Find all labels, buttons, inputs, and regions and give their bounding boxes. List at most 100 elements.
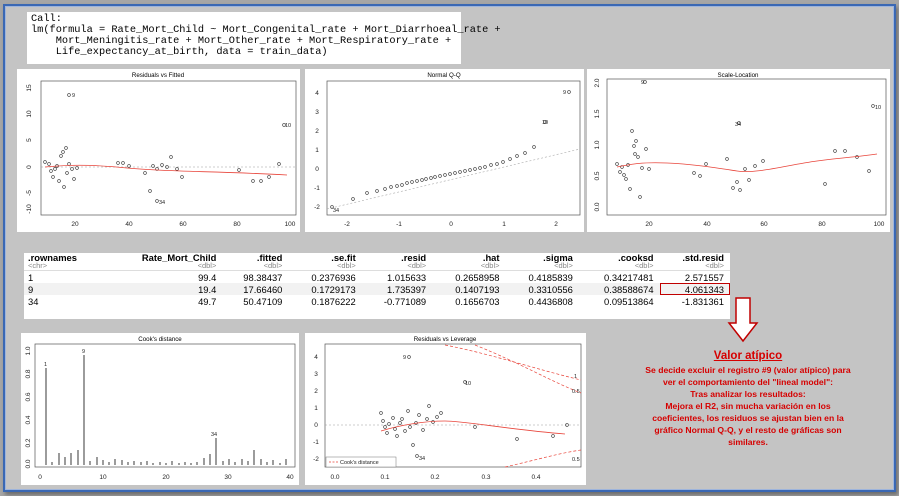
table-cell: 19.4 — [106, 283, 223, 295]
y-tick: -1 — [314, 185, 320, 192]
table-cell: 2.571557 — [684, 271, 724, 283]
table-cell: 0.2376936 — [311, 271, 356, 283]
column-header: .cooksd <dbl> — [618, 252, 654, 270]
table-cell: 0.2658958 — [455, 271, 500, 283]
table-cell: 34 — [28, 295, 39, 307]
table-cell: 0.09513864 — [604, 295, 654, 307]
table-cell: 0.1729173 — [288, 283, 362, 295]
y-tick: 1.0 — [594, 140, 601, 149]
qq-points — [330, 90, 571, 209]
down-arrow-icon — [727, 297, 759, 343]
x-tick: 20 — [71, 221, 79, 228]
table-cell: 0.3310556 — [505, 283, 579, 295]
note-title: Valor atípico — [713, 350, 783, 362]
y-tick: -2 — [314, 204, 320, 211]
contour-label: 1 — [574, 374, 577, 380]
y-tick: 0 — [315, 166, 319, 173]
cooks-contours — [444, 344, 582, 468]
table-cell: 1 — [28, 271, 34, 283]
y-tick: 1.5 — [594, 109, 601, 118]
x-tick: 1 — [502, 221, 506, 228]
leverage-points — [379, 355, 569, 458]
point-label: 10 — [875, 105, 881, 111]
plot-box — [606, 78, 887, 216]
table-cell: -0.771089 — [383, 295, 427, 307]
table-cell: 0.38588674 — [578, 283, 660, 295]
point-label: 34 — [419, 456, 425, 462]
y-tick: 2 — [315, 128, 319, 135]
y-tick: 0.5 — [594, 171, 601, 180]
column-header: .se.fit <dbl> — [331, 252, 356, 270]
y-tick: 1 — [314, 405, 318, 412]
note-line: Mejora el R2, sin mucha variación en los — [665, 401, 831, 411]
call-line: Mort_Meningitis_rate + Mort_Other_rate +… — [31, 35, 452, 47]
table-row: 1 99.4 98.38437 0.2376936 1.015633 0.265… — [24, 271, 730, 284]
table-cell: 1.735397 — [361, 283, 433, 295]
x-tick: -1 — [396, 221, 402, 228]
plot-box — [34, 343, 296, 468]
cooks-distance-plot: Cook's distance 0 10 20 30 40 1.0 0.8 0.… — [21, 333, 299, 485]
x-tick: 10 — [99, 474, 107, 481]
y-tick: 0.6 — [25, 392, 32, 401]
x-tick: 80 — [818, 221, 826, 228]
column-header: .resid <dbl> — [401, 252, 427, 270]
table-cell: 0.34217481 — [604, 271, 654, 283]
cooks-bars — [45, 355, 287, 465]
y-tick: 10 — [26, 110, 33, 118]
table-cell: 0.1407193 — [432, 283, 506, 295]
plot-title: Residuals vs Fitted — [132, 72, 185, 79]
point-label: 10 — [285, 123, 291, 129]
table-cell: 0.4185839 — [528, 271, 573, 283]
residuals-vs-fitted-plot: Residuals vs Fitted 20 40 60 80 100 15 1… — [17, 69, 300, 232]
plot-box — [324, 343, 582, 468]
augment-results-table: .rownames <chr> Rate_Mort_Child <dbl> .fit… — [24, 253, 730, 319]
plot-title: Cook's distance — [138, 336, 182, 343]
x-tick: 40 — [703, 221, 711, 228]
table-cell: 98.38437 — [243, 271, 283, 283]
y-tick: 0 — [26, 165, 33, 169]
smoother-line — [44, 164, 288, 176]
y-tick: -1 — [313, 439, 319, 446]
smoother-line — [380, 420, 566, 435]
point-label: 9 — [403, 355, 406, 361]
qq-reference-line — [326, 148, 581, 210]
note-line: Tras analizar los resultados: — [690, 389, 806, 399]
table-cell: 1.015633 — [387, 271, 427, 283]
y-tick: 2 — [314, 388, 318, 395]
table-header-row: .rownames <chr> Rate_Mort_Child <dbl> .fit… — [24, 253, 730, 271]
plot-legend: Cook's distance — [325, 456, 397, 468]
x-tick: 80 — [233, 221, 241, 228]
note-line: similares. — [728, 437, 768, 447]
point-label: 10 — [465, 381, 471, 387]
x-tick: 60 — [760, 221, 768, 228]
y-tick: 0.8 — [25, 369, 32, 378]
table-cell: 0.1656703 — [455, 295, 500, 307]
scale-location-plot: Scale-Location 20 40 60 80 100 2.0 1.5 1… — [587, 69, 890, 232]
x-tick: 0 — [449, 221, 453, 228]
lm-call-output: Call: lm(formula = Rate_Mort_Child ~ Mort… — [27, 12, 501, 64]
legend-label: Cook's distance — [340, 460, 379, 466]
point-label: 34 — [333, 208, 339, 214]
y-tick: 1 — [315, 147, 319, 154]
column-header: .rownames <chr> — [28, 252, 77, 270]
call-line: lm(formula = Rate_Mort_Child ~ Mort_Cong… — [31, 24, 501, 36]
plot-title: Scale-Location — [718, 72, 759, 79]
x-tick: 20 — [645, 221, 653, 228]
residuals-vs-leverage-plot: Residuals vs Leverage 0.0 0.1 0.2 0.3 0.… — [305, 333, 586, 485]
point-label: 10 — [542, 120, 548, 126]
highlighted-std-resid-cell: 4.061343 — [659, 283, 730, 295]
y-tick: 3 — [315, 109, 319, 116]
y-tick: 2.0 — [594, 78, 601, 87]
x-tick: 20 — [162, 474, 170, 481]
x-tick: 0.0 — [330, 474, 339, 481]
column-header: .fitted <dbl> — [256, 252, 283, 270]
point-label: 9 — [72, 93, 75, 99]
table-cell: 0.4436808 — [528, 295, 573, 307]
point-label: 9 — [82, 349, 85, 355]
normal-qq-plot: Normal Q-Q -2 -1 0 1 2 4 3 2 1 0 -1 -2 9… — [305, 69, 584, 232]
table-cell: 50.47109 — [243, 295, 283, 307]
y-tick: -5 — [26, 190, 33, 196]
call-line: Call: — [31, 13, 62, 25]
table-cell: -1.831361 — [681, 295, 724, 307]
table-row: 34 49.7 50.47109 0.1876222 -0.771089 0.1… — [24, 295, 730, 307]
